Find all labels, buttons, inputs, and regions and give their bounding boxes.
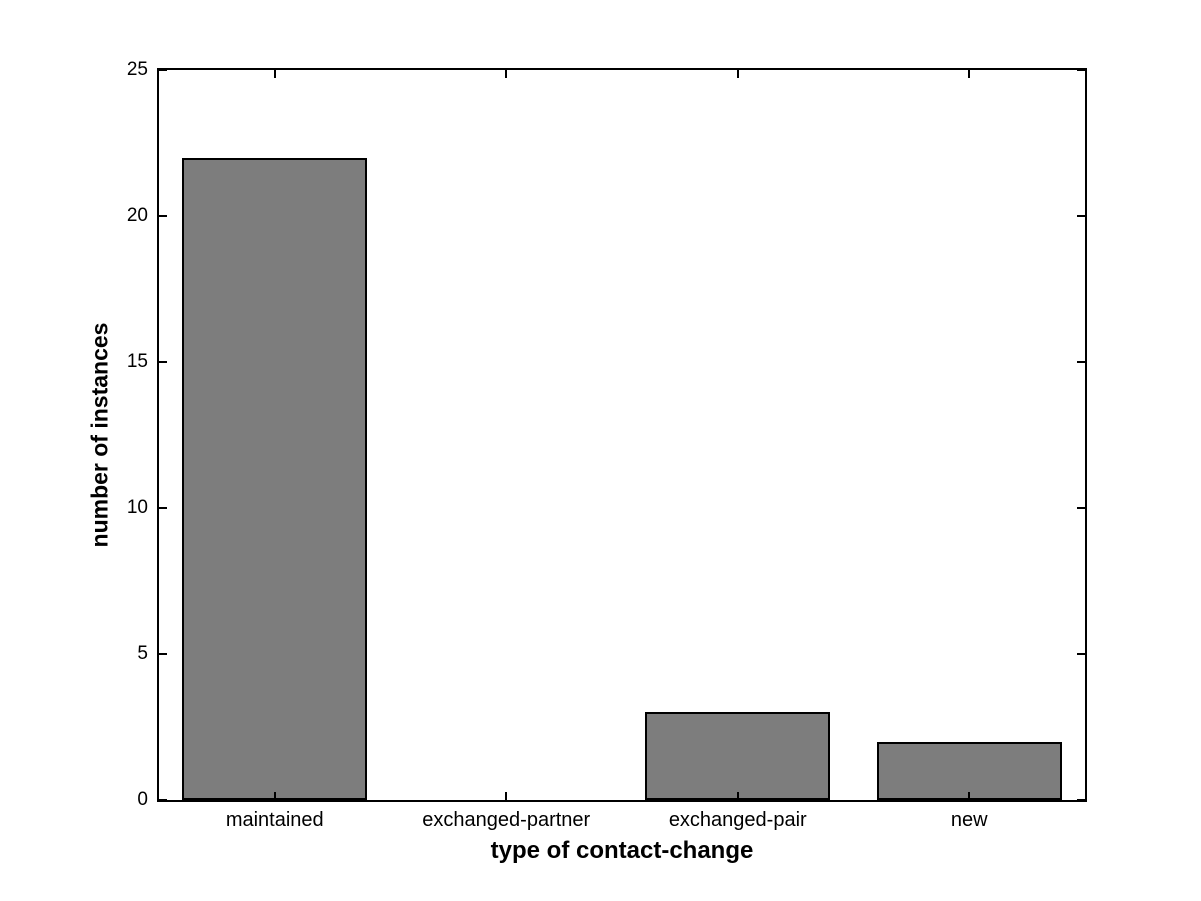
y-tick-right bbox=[1077, 69, 1085, 71]
y-tick-label: 15 bbox=[126, 351, 148, 372]
x-tick-label: new bbox=[950, 809, 988, 831]
y-tick-label: 0 bbox=[137, 789, 148, 810]
y-tick-left bbox=[159, 507, 167, 509]
y-tick-left bbox=[159, 69, 167, 71]
x-tick-bottom bbox=[736, 792, 739, 800]
y-tick-right bbox=[1077, 653, 1085, 655]
x-tick-label: maintained bbox=[225, 809, 324, 831]
x-tick-bottom bbox=[968, 792, 971, 800]
x-tick-top bbox=[505, 70, 508, 78]
x-tick-label: exchanged-pair bbox=[668, 809, 807, 831]
bar-exchanged-pair bbox=[645, 712, 831, 800]
y-tick-label: 25 bbox=[126, 59, 148, 80]
x-tick-bottom bbox=[273, 792, 276, 800]
y-tick-right bbox=[1077, 215, 1085, 217]
y-tick-label: 5 bbox=[137, 643, 148, 664]
x-tick-top bbox=[968, 70, 971, 78]
x-tick-top bbox=[273, 70, 276, 78]
x-axis-label: type of contact-change bbox=[490, 837, 754, 864]
x-tick-top bbox=[736, 70, 739, 78]
y-tick-label: 10 bbox=[126, 497, 148, 518]
x-tick-bottom bbox=[505, 792, 508, 800]
plot-area bbox=[157, 68, 1087, 802]
x-tick-label: exchanged-partner bbox=[422, 809, 591, 831]
bar-maintained bbox=[182, 157, 368, 800]
y-tick-right bbox=[1077, 799, 1085, 801]
y-tick-right bbox=[1077, 507, 1085, 509]
y-tick-left bbox=[159, 361, 167, 363]
y-tick-right bbox=[1077, 361, 1085, 363]
y-tick-left bbox=[159, 215, 167, 217]
y-tick-label: 20 bbox=[126, 205, 148, 226]
y-tick-left bbox=[159, 653, 167, 655]
y-tick-left bbox=[159, 799, 167, 801]
